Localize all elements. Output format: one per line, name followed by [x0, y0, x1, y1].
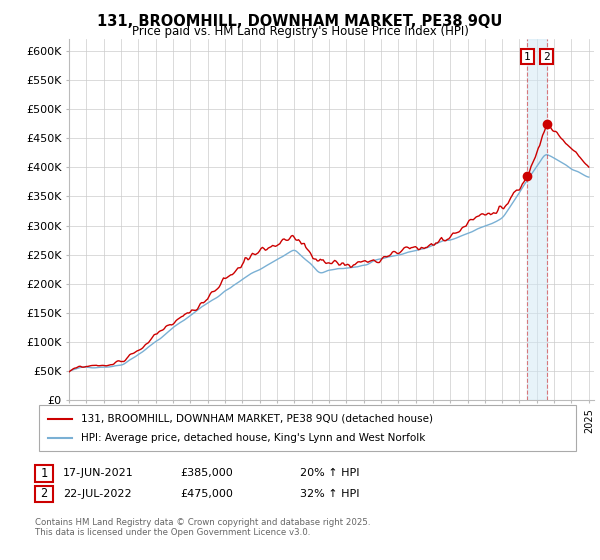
Text: 131, BROOMHILL, DOWNHAM MARKET, PE38 9QU (detached house): 131, BROOMHILL, DOWNHAM MARKET, PE38 9QU…: [81, 414, 433, 424]
Text: 131, BROOMHILL, DOWNHAM MARKET, PE38 9QU: 131, BROOMHILL, DOWNHAM MARKET, PE38 9QU: [97, 14, 503, 29]
Text: Price paid vs. HM Land Registry's House Price Index (HPI): Price paid vs. HM Land Registry's House …: [131, 25, 469, 38]
Text: 2: 2: [543, 52, 550, 62]
Text: Contains HM Land Registry data © Crown copyright and database right 2025.
This d: Contains HM Land Registry data © Crown c…: [35, 518, 370, 538]
Text: 32% ↑ HPI: 32% ↑ HPI: [300, 489, 359, 499]
Text: 2: 2: [40, 487, 47, 501]
Text: 20% ↑ HPI: 20% ↑ HPI: [300, 468, 359, 478]
Text: 17-JUN-2021: 17-JUN-2021: [63, 468, 134, 478]
Text: 1: 1: [40, 466, 47, 480]
Text: £385,000: £385,000: [180, 468, 233, 478]
Text: £475,000: £475,000: [180, 489, 233, 499]
Bar: [527, 39, 547, 400]
Text: 22-JUL-2022: 22-JUL-2022: [63, 489, 131, 499]
Text: HPI: Average price, detached house, King's Lynn and West Norfolk: HPI: Average price, detached house, King…: [81, 433, 425, 443]
Text: 1: 1: [524, 52, 531, 62]
